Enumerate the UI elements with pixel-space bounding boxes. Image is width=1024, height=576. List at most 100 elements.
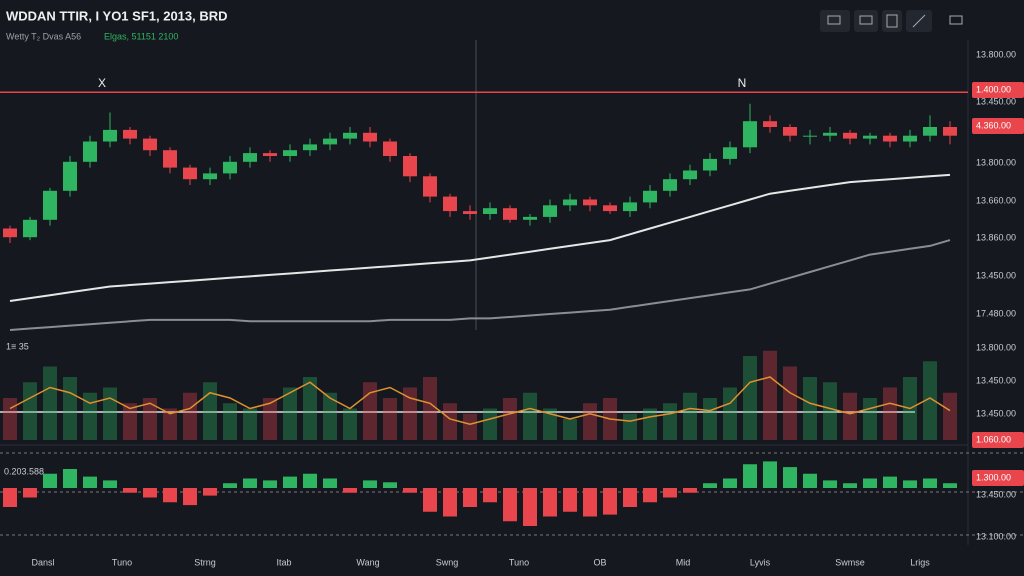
macd-bar: [23, 488, 37, 498]
macd-bar: [103, 480, 117, 488]
volume-bar: [263, 398, 277, 440]
macd-bar: [163, 488, 177, 503]
volume-bar: [803, 377, 817, 440]
volume-bar: [303, 377, 317, 440]
candle-body: [823, 132, 837, 136]
annotation: X: [98, 76, 106, 90]
oscillator-line: [9, 376, 951, 426]
macd-bar: [343, 488, 357, 493]
volume-bar: [663, 403, 677, 440]
x-label: Mid: [676, 557, 691, 567]
volume-bar: [323, 392, 337, 440]
x-label: Strng: [194, 557, 216, 567]
candle-body: [103, 129, 117, 142]
volume-bar: [143, 398, 157, 440]
candle-body: [543, 205, 557, 217]
candle-body: [223, 161, 237, 174]
candle-body: [43, 190, 57, 220]
volume-bar: [243, 408, 257, 440]
volume-bar: [823, 382, 837, 440]
macd-bar: [63, 469, 77, 488]
macd-bar: [743, 464, 757, 488]
macd-bar: [243, 478, 257, 488]
candle-body: [143, 138, 157, 151]
macd-bar: [583, 488, 597, 517]
volume-bar: [463, 413, 477, 440]
icon: [949, 15, 963, 25]
moving-average: [9, 173, 951, 302]
candle-body: [383, 141, 397, 156]
macd-bar: [543, 488, 557, 517]
axis-label: 1.060.00: [976, 434, 1011, 444]
candle-body: [603, 205, 617, 212]
candle-body: [643, 190, 657, 203]
candle-body: [843, 132, 857, 139]
candle-body: [583, 199, 597, 206]
axis-label: 13.800.00: [976, 157, 1016, 167]
candle-body: [83, 141, 97, 162]
volume-bar: [703, 398, 717, 440]
candle-body: [923, 127, 937, 136]
volume-bar: [163, 408, 177, 440]
axis-label: 13.800.00: [976, 342, 1016, 352]
macd-bar: [703, 483, 717, 488]
macd-bar: [803, 473, 817, 488]
axis-label: 13.450.00: [976, 270, 1016, 280]
macd-bar: [683, 488, 697, 493]
candle-body: [243, 153, 257, 162]
candle-body: [763, 121, 777, 127]
candle-body: [283, 150, 297, 156]
axis-label: 4.360.00: [976, 120, 1011, 130]
candle-body: [183, 167, 197, 180]
axis-label: 13.100.00: [976, 531, 1016, 541]
volume-bar: [863, 398, 877, 440]
x-label: Dansl: [31, 557, 54, 567]
subtitle: Wetty T₂ Dvas A56: [6, 31, 81, 41]
macd-bar: [663, 488, 677, 498]
volume-bar: [403, 387, 417, 440]
volume-bar: [743, 356, 757, 440]
volume-bar: [763, 350, 777, 440]
candle-body: [303, 144, 317, 151]
candle-body: [523, 216, 537, 220]
macd-bar: [943, 483, 957, 488]
volume-bar: [343, 408, 357, 440]
volume-bar: [63, 377, 77, 440]
volume-bar: [883, 387, 897, 440]
macd-bar: [883, 476, 897, 488]
macd-bar: [3, 488, 17, 507]
candle-body: [943, 127, 957, 136]
subtitle-2: Elgas, 51151 2100: [104, 31, 178, 41]
volume-bar: [783, 366, 797, 440]
macd-bar: [823, 480, 837, 488]
macd-bar: [763, 461, 777, 488]
axis-label: 13.800.00: [976, 49, 1016, 59]
macd-bar: [263, 480, 277, 488]
volume-bar: [483, 408, 497, 440]
candle-body: [483, 208, 497, 214]
axis-label: 17.480.00: [976, 308, 1016, 318]
tool-button[interactable]: [820, 10, 850, 32]
candle-body: [163, 150, 177, 168]
tool-button[interactable]: [854, 10, 878, 32]
macd-bar: [403, 488, 417, 493]
candle-body: [463, 211, 477, 214]
candle-body: [3, 228, 17, 238]
volume-bar: [643, 408, 657, 440]
macd-bar: [363, 480, 377, 488]
axis-label: 13.450.00: [976, 375, 1016, 385]
macd-bar: [203, 488, 217, 496]
candle-body: [123, 129, 137, 139]
x-label: Tuno: [509, 557, 529, 567]
candle-body: [783, 127, 797, 136]
volume-bar: [283, 387, 297, 440]
price-tag: [972, 82, 1024, 98]
candle-body: [323, 138, 337, 145]
moving-average: [9, 239, 951, 331]
panel-label: 1≡ 35: [6, 341, 29, 351]
axis-label: 13.860.00: [976, 232, 1016, 242]
macd-bar: [723, 478, 737, 488]
tool-button[interactable]: [882, 10, 902, 32]
macd-bar: [523, 488, 537, 526]
